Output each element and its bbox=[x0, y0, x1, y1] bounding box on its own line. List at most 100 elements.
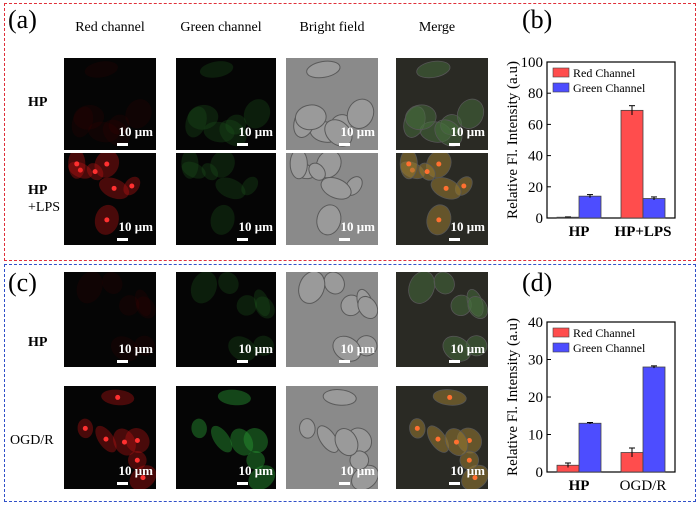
scale-bar bbox=[237, 482, 248, 485]
x-tick-label: OGD/R bbox=[620, 478, 667, 494]
micrograph-a1-merge: 10 μm bbox=[396, 58, 488, 150]
y-axis-label: Relative Fl. Intensity (a.u) bbox=[505, 318, 521, 476]
top-panel-frame bbox=[4, 3, 696, 261]
y-tick-label: 30 bbox=[528, 353, 543, 369]
micrograph-a1-red: 10 μm bbox=[64, 58, 156, 150]
y-tick-label: 40 bbox=[528, 149, 543, 165]
row-label-c2-sub: OGD/R bbox=[10, 433, 54, 448]
scale-bar bbox=[117, 143, 128, 146]
panel-letter-b: (b) bbox=[522, 5, 553, 34]
column-header-bright: Bright field bbox=[299, 20, 365, 35]
y-tick-label: 100 bbox=[521, 55, 544, 71]
scale-bar-label: 10 μm bbox=[340, 124, 375, 139]
bar bbox=[642, 198, 666, 219]
micrograph-a1-green: 10 μm bbox=[176, 58, 276, 150]
micrograph-c1-bright: 10 μm bbox=[286, 272, 378, 367]
panel-letter-d: (d) bbox=[522, 268, 553, 297]
column-header-green: Green channel bbox=[180, 20, 262, 35]
legend-swatch bbox=[552, 67, 570, 78]
scale-bar-label: 10 μm bbox=[340, 219, 375, 234]
row-label-a2: HP +LPS bbox=[28, 182, 60, 216]
y-tick-label: 10 bbox=[528, 428, 543, 444]
scale-bar bbox=[117, 482, 128, 485]
y-tick-label: 20 bbox=[528, 390, 543, 406]
scale-bar bbox=[339, 482, 350, 485]
micrograph-c2-merge: 10 μm bbox=[396, 386, 488, 489]
scale-bar bbox=[339, 360, 350, 363]
legend-label: Green Channel bbox=[573, 341, 646, 355]
scale-bar-label: 10 μm bbox=[450, 463, 485, 478]
scale-bar bbox=[237, 360, 248, 363]
legend-swatch bbox=[552, 342, 570, 353]
scale-bar-label: 10 μm bbox=[238, 463, 273, 478]
y-tick-label: 40 bbox=[528, 315, 543, 331]
scale-bar bbox=[117, 238, 128, 241]
panel-letter-c: (c) bbox=[8, 268, 37, 297]
x-tick-label: HP+LPS bbox=[615, 224, 672, 240]
scale-bar-label: 10 μm bbox=[340, 463, 375, 478]
row-label-a2-sub: +LPS bbox=[28, 200, 61, 215]
scale-bar-label: 10 μm bbox=[238, 219, 273, 234]
scale-bar-label: 10 μm bbox=[238, 124, 273, 139]
column-header-red: Red channel bbox=[75, 20, 145, 35]
bar bbox=[642, 366, 666, 473]
micrograph-a2-merge: 10 μm bbox=[396, 153, 488, 245]
scale-bar bbox=[449, 238, 460, 241]
scale-bar bbox=[237, 238, 248, 241]
y-axis-label: Relative Fl. Intensity (a.u) bbox=[505, 61, 521, 219]
x-tick-label: HP bbox=[569, 224, 590, 240]
micrograph-a1-bright: 10 μm bbox=[286, 58, 378, 150]
micrograph-c1-red: 10 μm bbox=[64, 272, 156, 367]
row-label-c2: OGD/R bbox=[10, 432, 54, 449]
micrograph-c2-green: 10 μm bbox=[176, 386, 276, 489]
scale-bar-label: 10 μm bbox=[118, 124, 153, 139]
scale-bar-label: 10 μm bbox=[118, 463, 153, 478]
micrograph-c1-merge: 10 μm bbox=[396, 272, 488, 367]
micrograph-a2-red: 10 μm bbox=[64, 153, 156, 245]
scale-bar-label: 10 μm bbox=[450, 124, 485, 139]
x-tick-label: HP bbox=[569, 478, 590, 494]
row-label-a1-bold: HP bbox=[28, 95, 48, 110]
scale-bar-label: 10 μm bbox=[450, 341, 485, 356]
scale-bar bbox=[339, 238, 350, 241]
scale-bar bbox=[117, 360, 128, 363]
y-tick-label: 20 bbox=[528, 180, 543, 196]
chart-d: 0 10 20 30 40 Relative Fl. Intensity (a.u) HP O… bbox=[505, 315, 676, 494]
micrograph-a2-bright: 10 μm bbox=[286, 153, 378, 245]
scale-bar bbox=[339, 143, 350, 146]
bar bbox=[620, 109, 644, 219]
y-tick-label: 60 bbox=[528, 117, 543, 133]
bar bbox=[578, 195, 602, 219]
legend-swatch bbox=[552, 327, 570, 338]
row-label-c1-bold: HP bbox=[28, 335, 48, 350]
y-tick-label: 0 bbox=[536, 465, 544, 481]
scale-bar-label: 10 μm bbox=[340, 341, 375, 356]
micrograph-c1-green: 10 μm bbox=[176, 272, 276, 367]
y-tick-label: 80 bbox=[528, 86, 543, 102]
legend-swatch bbox=[552, 82, 570, 93]
legend-label: Red Channel bbox=[573, 66, 636, 80]
plot-frame bbox=[546, 61, 676, 219]
scale-bar-label: 10 μm bbox=[118, 341, 153, 356]
column-header-merge: Merge bbox=[418, 20, 456, 35]
scale-bar bbox=[449, 143, 460, 146]
panel-letter-a: (a) bbox=[8, 5, 37, 34]
y-tick-label: 0 bbox=[536, 211, 544, 227]
scale-bar bbox=[449, 482, 460, 485]
legend-label: Green Channel bbox=[573, 81, 646, 95]
micrograph-c2-red: 10 μm bbox=[64, 386, 156, 489]
bottom-panel-frame bbox=[4, 264, 696, 502]
row-label-c1: HP bbox=[28, 334, 47, 351]
micrograph-a2-green: 10 μm bbox=[176, 153, 276, 245]
row-label-a1: HP bbox=[28, 94, 47, 111]
bar bbox=[578, 422, 602, 473]
scale-bar-label: 10 μm bbox=[450, 219, 485, 234]
legend-label: Red Channel bbox=[573, 326, 636, 340]
scale-bar-label: 10 μm bbox=[238, 341, 273, 356]
row-label-a2-bold: HP bbox=[28, 183, 48, 198]
scale-bar bbox=[237, 143, 248, 146]
scale-bar-label: 10 μm bbox=[118, 219, 153, 234]
micrograph-c2-bright: 10 μm bbox=[286, 386, 378, 489]
scale-bar bbox=[449, 360, 460, 363]
